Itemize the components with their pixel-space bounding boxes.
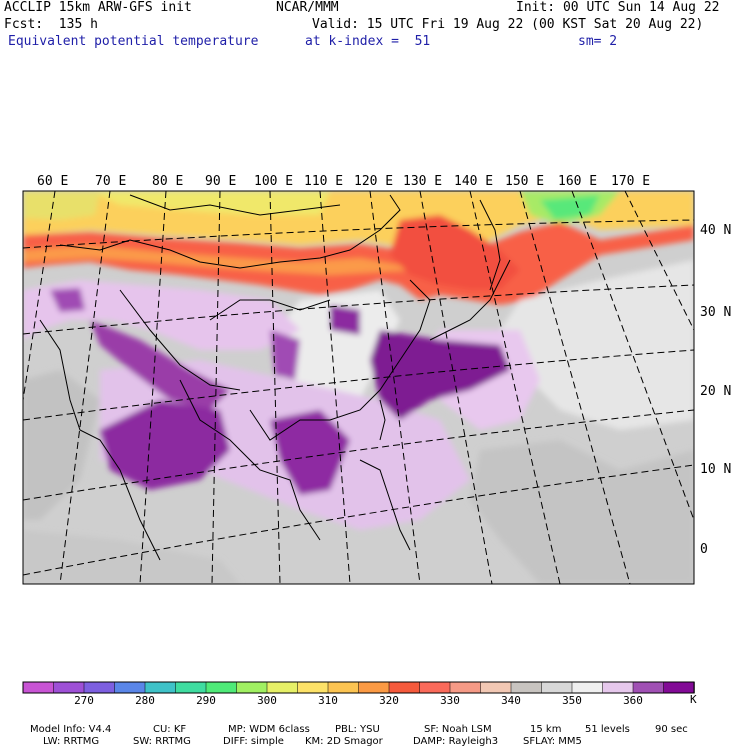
forecast-hour: Fcst: 135 h bbox=[4, 17, 98, 32]
colorbar-label: 350 bbox=[562, 694, 582, 707]
colorbar-label: 300 bbox=[257, 694, 277, 707]
colorbar-swatch bbox=[175, 681, 207, 694]
footer-item: DAMP: Rayleigh3 bbox=[413, 736, 499, 747]
colorbar-swatch bbox=[266, 681, 299, 694]
lon-label: 110 E bbox=[304, 174, 343, 189]
footer-item: MP: WDM 6class bbox=[228, 724, 310, 735]
parallel-40 bbox=[23, 219, 694, 249]
parallel-0 bbox=[23, 464, 694, 576]
footer-item: SFLAY: MM5 bbox=[523, 736, 582, 747]
colorbar-label: 280 bbox=[135, 694, 155, 707]
lat-label: 0 bbox=[700, 542, 708, 557]
footer-item: SF: Noah LSM bbox=[424, 724, 492, 735]
footer-item: SW: RRTMG bbox=[133, 736, 191, 747]
meridian bbox=[419, 191, 493, 584]
lon-label: 170 E bbox=[611, 174, 650, 189]
plot-frame bbox=[22, 190, 695, 585]
meridian bbox=[624, 191, 694, 331]
lat-label: 10 N bbox=[700, 462, 731, 477]
colorbar-frame bbox=[22, 681, 695, 694]
coastlines bbox=[39, 194, 511, 561]
footer-item: CU: KF bbox=[153, 724, 187, 735]
colorbar-swatch bbox=[358, 681, 390, 694]
init-time: Init: 00 UTC Sun 14 Aug 22 bbox=[516, 0, 720, 15]
colorbar-label: 330 bbox=[440, 694, 460, 707]
lon-label: 100 E bbox=[254, 174, 293, 189]
lon-label: 60 E bbox=[37, 174, 68, 189]
lon-labels: 60 E 70 E 80 E 90 E 100 E 110 E 120 E 13… bbox=[37, 174, 650, 189]
footer-item: 15 km bbox=[530, 724, 562, 735]
lon-label: 70 E bbox=[95, 174, 126, 189]
model-title: ACCLIP 15km ARW-GFS init bbox=[4, 0, 192, 15]
theta-e-field bbox=[23, 191, 694, 584]
colorbar-label: 310 bbox=[318, 694, 338, 707]
valid-time: Valid: 15 UTC Fri 19 Aug 22 (00 KST Sat … bbox=[312, 17, 704, 32]
lon-label: 160 E bbox=[558, 174, 597, 189]
parallel-30 bbox=[23, 284, 694, 335]
lat-label: 20 N bbox=[700, 384, 731, 399]
colorbar-swatch bbox=[327, 681, 360, 694]
colorbar-swatch bbox=[83, 681, 116, 694]
colorbar-swatch bbox=[388, 681, 421, 694]
lat-labels: 40 N 30 N 20 N 10 N 0 bbox=[700, 223, 731, 557]
lat-label: 30 N bbox=[700, 305, 731, 320]
meridian bbox=[23, 191, 56, 401]
meridian bbox=[519, 191, 631, 584]
smoothing: sm= 2 bbox=[578, 34, 618, 49]
colorbar-swatch bbox=[419, 681, 451, 694]
lat-label: 40 N bbox=[700, 223, 731, 238]
colorbar-swatch bbox=[480, 681, 512, 694]
colorbar-label: 320 bbox=[379, 694, 399, 707]
colorbar-swatch bbox=[541, 681, 573, 694]
org-label: NCAR/MMM bbox=[276, 0, 339, 15]
colorbar: 270 280 290 300 310 320 330 340 350 360 bbox=[22, 681, 695, 707]
footer-item: LW: RRTMG bbox=[43, 736, 100, 747]
lon-label: 90 E bbox=[205, 174, 236, 189]
footer-item: 51 levels bbox=[585, 724, 630, 735]
meridian bbox=[469, 191, 561, 584]
field-shading bbox=[23, 191, 694, 584]
meridian bbox=[59, 191, 111, 584]
meridian bbox=[571, 191, 694, 521]
colorbar-unit: K bbox=[690, 693, 697, 706]
footer-item: KM: 2D Smagor bbox=[305, 736, 383, 747]
lon-label: 80 E bbox=[152, 174, 183, 189]
colorbar-swatch bbox=[632, 681, 665, 694]
colorbar-label: 290 bbox=[196, 694, 216, 707]
level-index: at k-index = 51 bbox=[305, 34, 431, 49]
colorbar-label: 360 bbox=[623, 694, 643, 707]
lon-label: 150 E bbox=[505, 174, 544, 189]
footer-line2: LW: RRTMG SW: RRTMG DIFF: simple KM: 2D Sma… bbox=[43, 725, 582, 747]
colorbar-swatch bbox=[602, 681, 634, 694]
colorbar-swatch bbox=[510, 681, 543, 694]
footer-line1: Model Info: V4.4 CU: KF MP: WDM 6class PBL:… bbox=[30, 713, 688, 735]
colorbar-swatch bbox=[236, 681, 268, 694]
lon-label: 120 E bbox=[354, 174, 393, 189]
meridian bbox=[369, 191, 421, 584]
colorbar-label: 340 bbox=[501, 694, 521, 707]
colorbar-label: 270 bbox=[74, 694, 94, 707]
footer-item: Model Info: V4.4 bbox=[30, 724, 112, 735]
colorbar-swatch bbox=[22, 681, 55, 694]
colorbar-swatch bbox=[53, 681, 85, 694]
colorbar-swatch bbox=[663, 681, 695, 694]
colorbar-swatch bbox=[205, 681, 238, 694]
colorbar-swatch bbox=[449, 681, 482, 694]
field-name: Equivalent potential temperature bbox=[8, 34, 259, 49]
lon-label: 140 E bbox=[454, 174, 493, 189]
colorbar-swatch bbox=[114, 681, 146, 694]
colorbar-swatch bbox=[297, 681, 329, 694]
lon-label: 130 E bbox=[403, 174, 442, 189]
colorbar-swatch bbox=[144, 681, 177, 694]
footer-item: 90 sec bbox=[655, 724, 688, 735]
colorbar-swatch bbox=[571, 681, 604, 694]
graticule bbox=[23, 191, 694, 584]
footer-item: DIFF: simple bbox=[223, 736, 284, 747]
footer-item: PBL: YSU bbox=[335, 724, 380, 735]
